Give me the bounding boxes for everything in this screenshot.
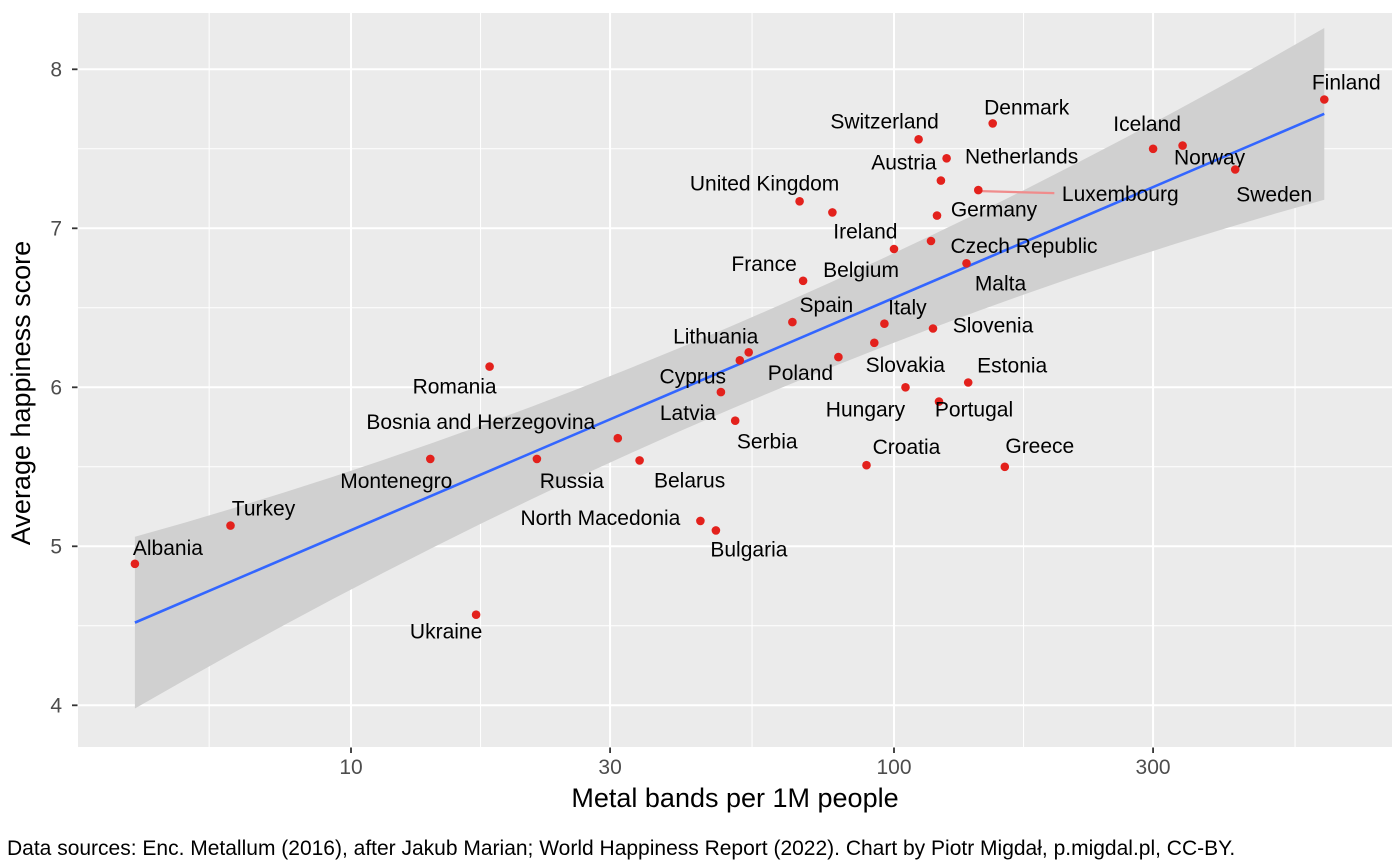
data-point [1148,144,1158,154]
country-label: Bulgaria [710,538,787,561]
country-label: Germany [951,199,1038,222]
data-point [928,324,938,333]
country-label: Latvia [660,402,716,425]
data-point [635,456,644,465]
country-label: Serbia [737,431,798,454]
y-axis-title: Average happiness score [6,241,36,545]
data-point [828,208,837,217]
data-point [914,135,923,144]
caption: Data sources: Enc. Metallum (2016), afte… [7,837,1235,860]
plot-panel: 10 30 100 300 4 5 6 7 8 Finland Denmark Switzerland… [50,13,1392,779]
data-point [901,383,910,392]
country-label: Russia [540,470,605,493]
data-point [936,176,946,185]
data-point [870,338,879,348]
trend-line [134,112,1325,624]
data-point [834,352,843,362]
country-label: Finland [1312,72,1381,95]
data-point [744,348,753,357]
data-point [942,154,951,163]
country-label: Belgium [823,259,899,282]
country-label: Croatia [873,436,941,459]
data-point [730,416,740,426]
data-point [988,119,997,128]
country-label: Netherlands [965,145,1078,168]
country-label: Sweden [1236,184,1312,207]
country-label: Malta [975,272,1027,295]
country-label: Iceland [1113,113,1181,136]
data-point [735,356,745,365]
y-tick-label: 4 [50,694,62,717]
data-point [932,211,942,220]
data-point [1178,141,1187,150]
data-point [226,521,235,530]
data-point [1230,165,1240,174]
country-label: North Macedonia [520,507,680,530]
data-point [934,397,944,406]
country-label: Hungary [826,398,906,421]
data-point [889,244,899,254]
x-tick-label: 30 [598,756,621,779]
country-label: Bosnia and Herzegovina [366,411,595,434]
data-point [130,559,140,569]
data-point [788,317,797,327]
data-point [798,276,808,286]
country-label: Poland [768,362,833,385]
country-label: Turkey [232,498,296,521]
country-label: Italy [888,297,927,320]
data-point [880,319,889,329]
data-point [696,516,705,526]
x-tick-label: 10 [339,756,362,779]
data-point [711,526,721,535]
data-point [962,259,971,268]
y-tick-label: 5 [50,535,62,558]
data-point [974,185,983,195]
country-label: Belarus [654,469,725,492]
x-tick-label: 300 [1136,756,1171,779]
country-label: Ukraine [410,621,482,644]
data-point [1320,95,1329,104]
x-tick-label: 100 [876,756,911,779]
data-point [795,197,804,206]
leader-line [981,190,1055,195]
x-axis-title: Metal bands per 1M people [571,783,898,813]
country-label: Estonia [977,355,1047,378]
country-label: Spain [800,294,854,317]
data-point [485,362,494,371]
country-label: Slovakia [866,354,946,377]
data-point [532,454,542,464]
data-point [963,378,973,387]
country-label: Luxembourg [1062,183,1179,206]
data-point [716,387,726,397]
country-label: Norway [1174,147,1246,170]
data-point [1000,462,1010,472]
data-point [471,610,481,619]
country-label: Lithuania [673,325,759,348]
country-label: Switzerland [830,110,939,133]
data-point [862,460,871,470]
country-label: United Kingdom [690,172,839,195]
country-label: Albania [133,537,203,560]
country-label: France [731,253,796,276]
y-tick-label: 8 [50,58,62,81]
data-point [426,454,435,464]
y-tick-label: 7 [50,217,62,240]
country-label: Slovenia [953,315,1034,338]
country-label: Cyprus [660,365,727,388]
data-point [613,433,623,443]
country-label: Czech Republic [950,235,1097,258]
country-label: Portugal [935,399,1013,422]
data-point [926,236,936,246]
y-tick-label: 6 [50,376,62,399]
country-label: Ireland [833,220,897,243]
country-label: Romania [413,376,497,399]
country-label: Austria [871,152,937,175]
country-label: Denmark [984,96,1070,119]
country-label: Greece [1005,435,1074,458]
country-label: Montenegro [340,470,452,493]
